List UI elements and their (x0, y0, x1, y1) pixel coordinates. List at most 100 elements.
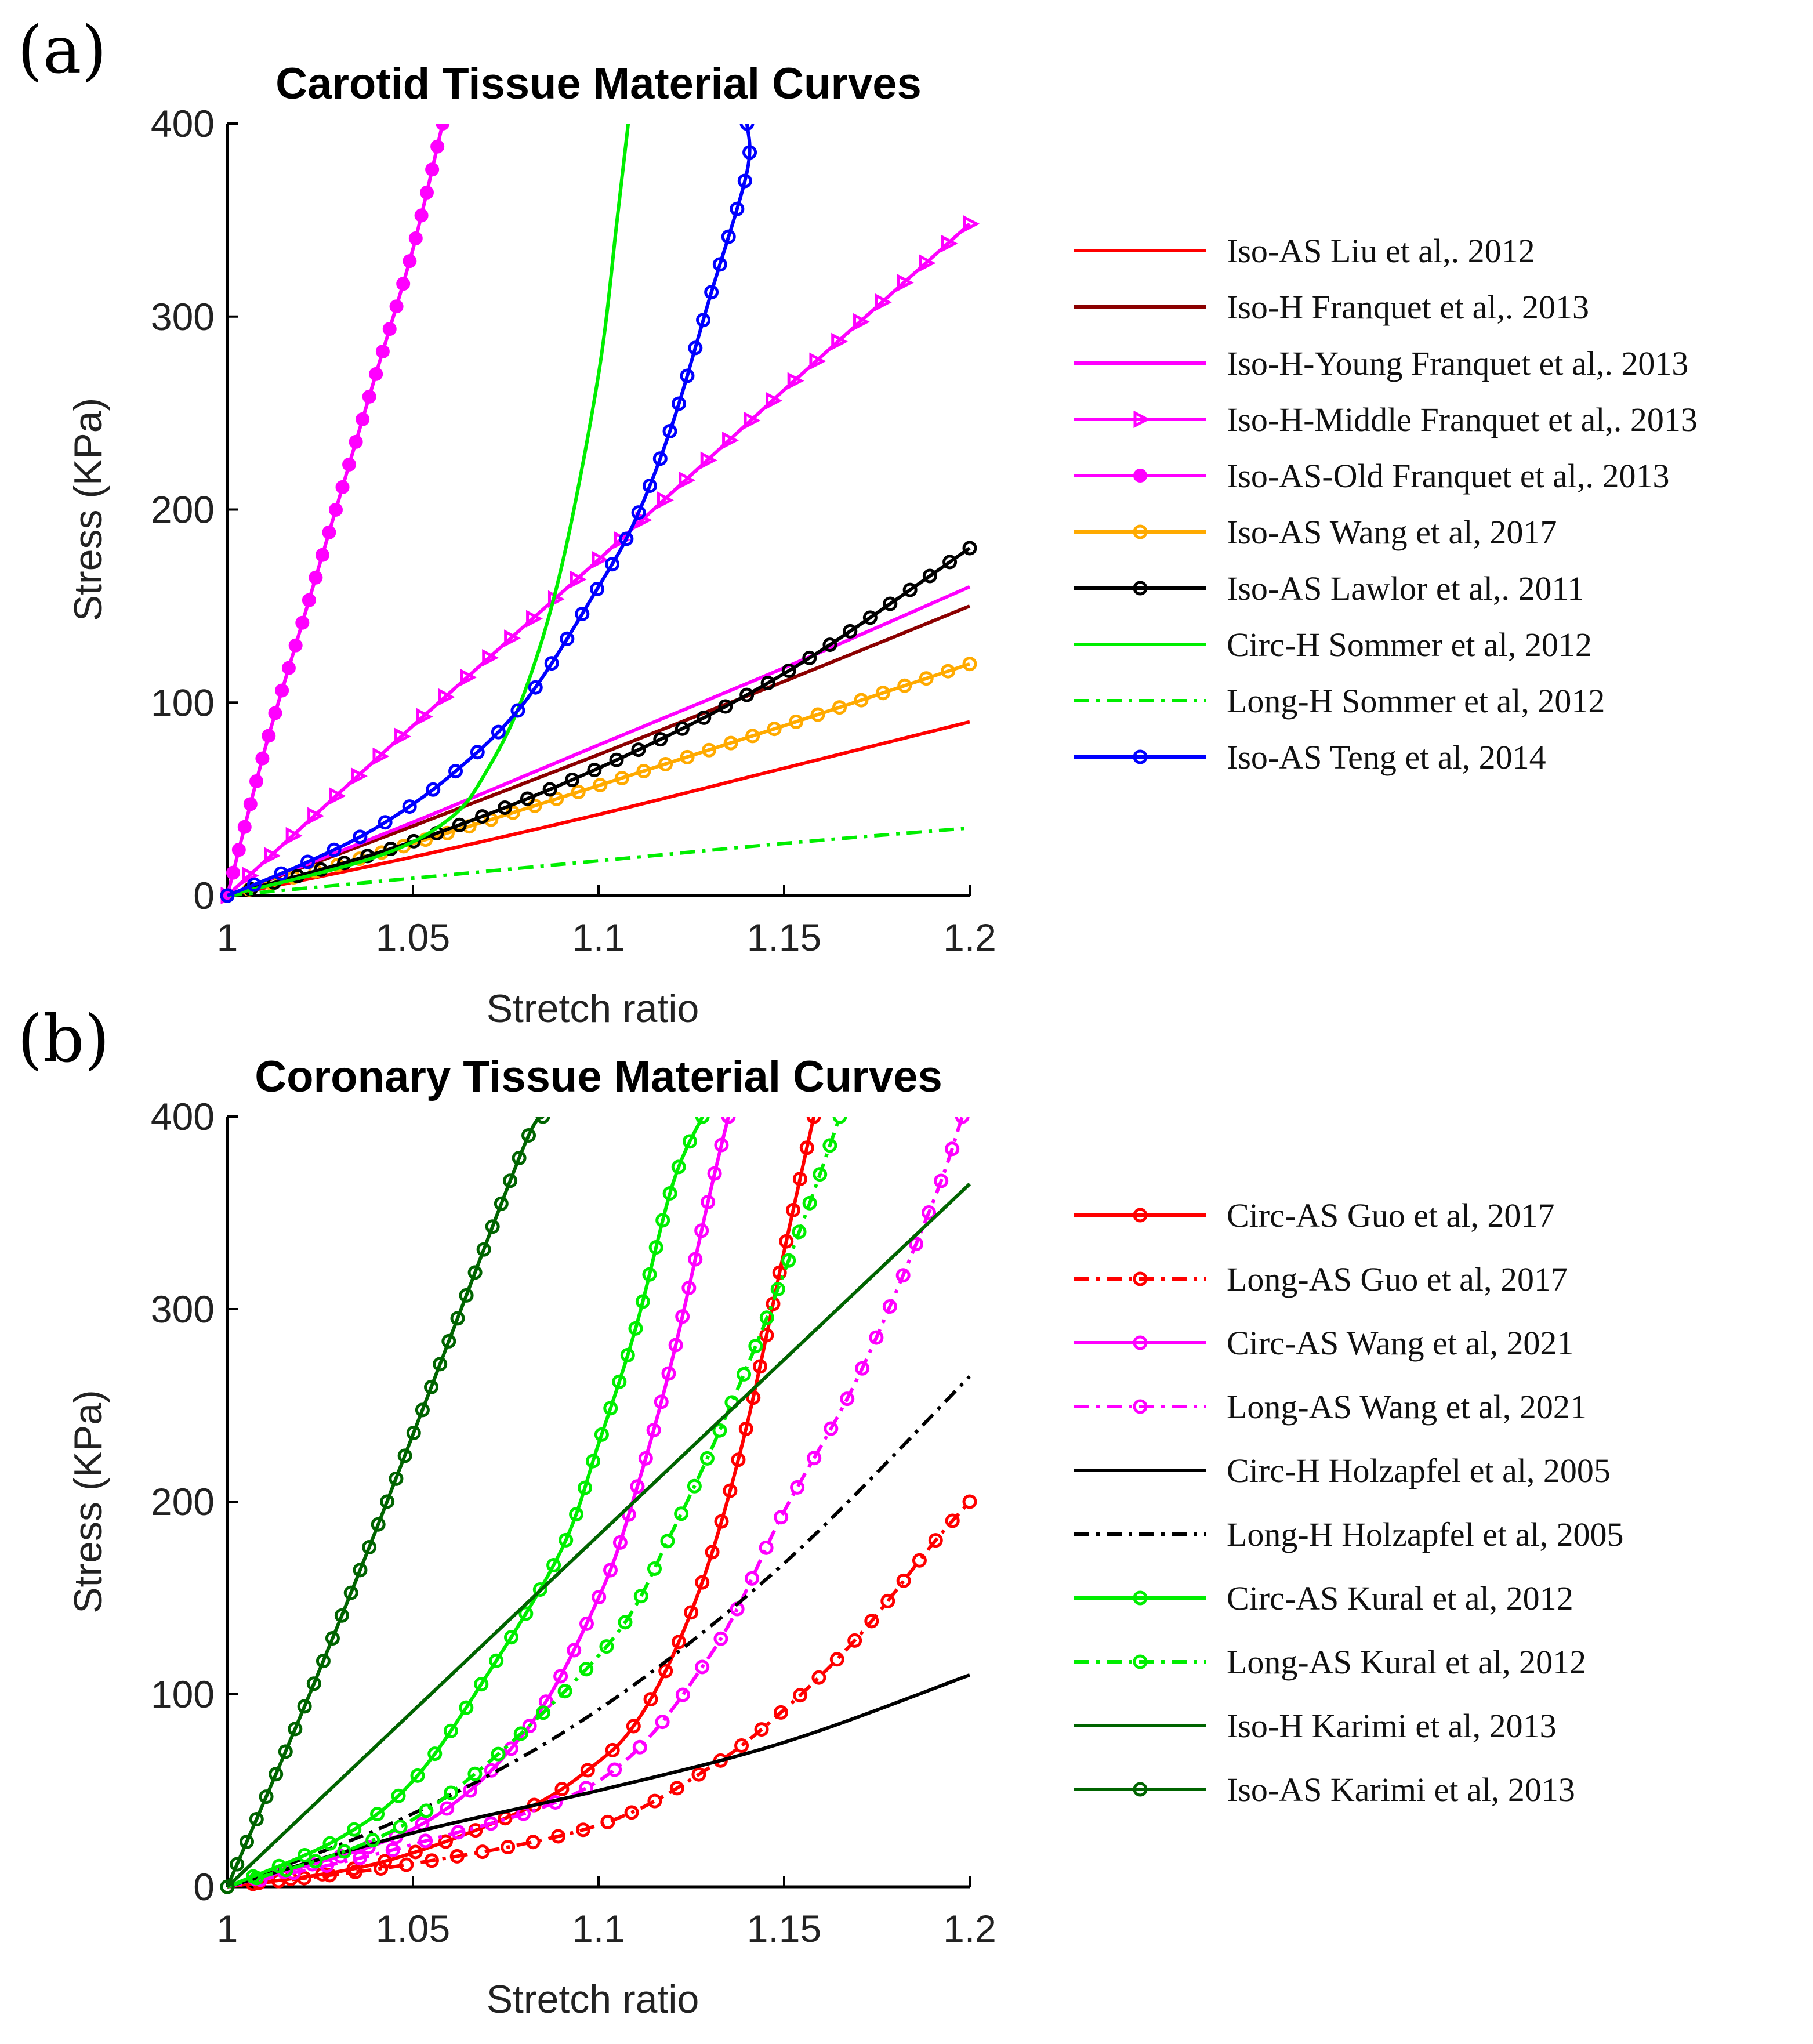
series-marker (408, 231, 423, 245)
series-marker (869, 1330, 884, 1345)
x-tick-label: 1.1 (572, 916, 625, 959)
series-marker (521, 1128, 536, 1143)
series-marker (752, 1359, 767, 1374)
legend-marker (1133, 1399, 1148, 1414)
series-line (226, 124, 752, 897)
y-tick-label: 300 (151, 1288, 215, 1331)
series-marker (721, 1117, 736, 1124)
series-marker (609, 752, 624, 767)
series-marker (491, 1746, 506, 1762)
series-marker (316, 1654, 331, 1669)
series-marker (592, 1590, 607, 1605)
series-1 (226, 604, 971, 897)
series-marker (590, 582, 605, 597)
series-marker (575, 606, 590, 621)
series-marker (489, 1653, 504, 1668)
series-marker (525, 1835, 541, 1850)
series-marker (327, 842, 342, 857)
series-marker (269, 1767, 284, 1782)
series-marker (730, 201, 745, 216)
series-marker (285, 827, 303, 845)
series-marker (774, 1705, 789, 1720)
series-7 (227, 124, 630, 897)
series-marker (688, 340, 703, 356)
series-marker (655, 1213, 670, 1228)
series-marker (459, 1288, 474, 1303)
series-marker (382, 322, 397, 336)
series-marker (220, 1879, 235, 1894)
legend-item: Iso-AS Teng et al, 2014 (1074, 738, 1546, 776)
series-marker (394, 727, 411, 745)
x-tick-label: 1.05 (376, 1907, 450, 1950)
y-axis-label: Stress (KPa) (66, 1390, 110, 1613)
series-marker (482, 649, 499, 667)
series-marker (897, 678, 912, 693)
series-marker (475, 809, 490, 824)
legend-label: Iso-AS-Old Franquet et al,. 2013 (1227, 457, 1670, 495)
series-marker (746, 1390, 761, 1405)
series-marker (668, 1338, 683, 1353)
series-marker (578, 1480, 593, 1495)
series-marker (498, 800, 513, 816)
x-tick-label: 1.15 (747, 916, 821, 959)
series-marker (941, 664, 956, 679)
series-marker (449, 1849, 465, 1864)
series-line (226, 604, 971, 897)
series-marker (605, 557, 620, 572)
series-3 (220, 215, 980, 905)
series-marker (362, 389, 376, 404)
series-marker (347, 1822, 362, 1837)
series-marker (687, 1478, 702, 1494)
series-marker (365, 1833, 380, 1848)
series-line (226, 1117, 842, 1889)
series-marker (397, 1448, 412, 1463)
series-marker (385, 1842, 400, 1857)
y-tick-label: 400 (151, 1095, 215, 1138)
series-marker (824, 1421, 839, 1436)
series-marker (912, 1553, 927, 1568)
chart-coronary: Coronary Tissue Material Curves 1 1.05 1.1 1… (66, 1052, 1624, 2021)
series-marker (786, 1202, 801, 1217)
series-marker (722, 432, 739, 450)
series-marker (962, 657, 977, 672)
x-tick-label: 1.2 (943, 916, 996, 959)
legend-label: Circ-H Holzapfel et al, 2005 (1227, 1452, 1611, 1489)
series-marker (707, 1166, 722, 1181)
series-marker (919, 671, 934, 686)
legend-label: Long-AS Wang et al, 2021 (1227, 1388, 1587, 1426)
series-marker (737, 1367, 752, 1382)
series-2 (226, 585, 971, 897)
series-marker (766, 392, 782, 409)
series-6 (220, 541, 977, 903)
series-line (227, 720, 970, 897)
series-marker (792, 1172, 807, 1187)
series-marker (576, 1822, 591, 1838)
series-marker (580, 1763, 595, 1778)
series-marker (470, 745, 485, 760)
legend-item: Long-H Holzapfel et al, 2005 (1074, 1516, 1624, 1553)
series-marker (430, 139, 445, 154)
series-marker (632, 1739, 647, 1755)
series-marker (862, 610, 878, 625)
legend-item: Long-H Sommer et al, 2012 (1074, 682, 1605, 720)
series-marker (389, 299, 404, 314)
series-marker (468, 1823, 483, 1838)
series-marker (620, 1347, 635, 1362)
series-marker (680, 749, 695, 764)
series-marker (242, 867, 259, 885)
series-marker (259, 1789, 274, 1804)
series-marker (297, 1699, 312, 1714)
series-marker (353, 1850, 368, 1865)
series-marker (322, 1836, 338, 1851)
series-marker (962, 541, 977, 556)
series-marker (337, 856, 352, 871)
legend-item: Circ-AS Wang et al, 2021 (1074, 1324, 1573, 1362)
series-marker (928, 1533, 943, 1548)
series-marker (955, 1117, 970, 1124)
series-marker (781, 1253, 796, 1268)
series-marker (433, 1357, 448, 1372)
legend-marker (1133, 469, 1147, 483)
series-marker (427, 1746, 443, 1762)
series-marker (600, 1814, 615, 1829)
legend-marker (1133, 749, 1148, 764)
